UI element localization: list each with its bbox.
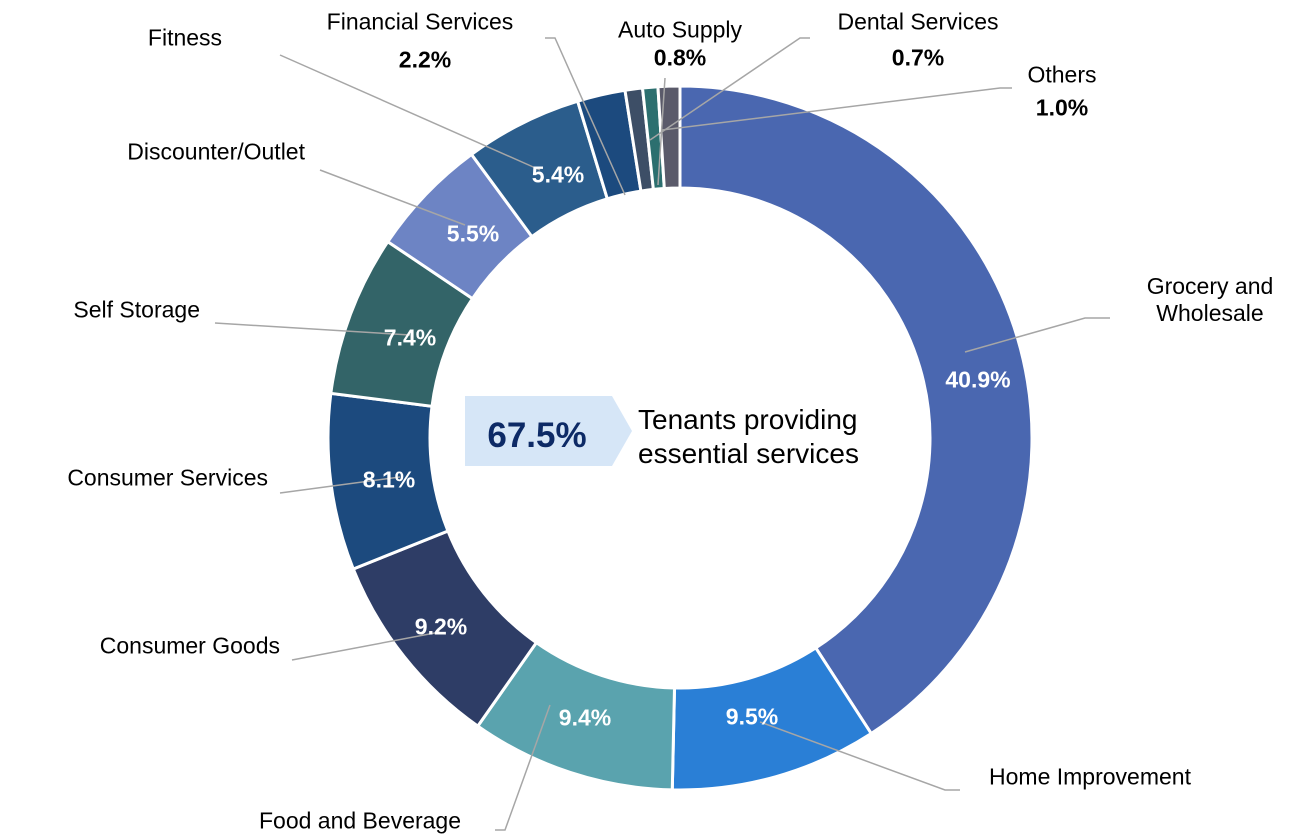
value-label: 40.9%	[945, 366, 1011, 393]
value-label: 1.0%	[1035, 94, 1089, 121]
category-label: Others	[1027, 61, 1097, 88]
category-label: Dental Services	[837, 8, 999, 35]
value-label: 0.7%	[891, 44, 945, 71]
leader-line	[291, 631, 441, 661]
leader-line	[661, 87, 1012, 131]
value-label: 7.4%	[383, 324, 437, 351]
value-label: 9.4%	[558, 704, 612, 731]
value-label: 8.1%	[362, 466, 416, 493]
leader-line	[279, 54, 541, 171]
category-label: Self Storage	[73, 296, 200, 323]
category-label: Fitness	[147, 24, 223, 51]
leader-line	[495, 704, 551, 831]
value-label: 9.5%	[725, 703, 779, 730]
donut-slice	[678, 84, 1034, 736]
center-callout-box	[465, 396, 632, 466]
leader-line	[214, 322, 411, 336]
leader-line	[759, 721, 960, 791]
leader-line	[964, 317, 1110, 353]
value-label: 9.2%	[414, 613, 468, 640]
category-label: Grocery and Wholesale	[1146, 273, 1274, 326]
leader-line	[279, 476, 401, 494]
category-label: Financial Services	[326, 8, 514, 35]
leader-line	[545, 37, 626, 196]
center-text: Tenants providing essential services	[638, 404, 859, 469]
value-label: 5.4%	[531, 161, 585, 188]
category-label: Consumer Goods	[99, 632, 280, 659]
value-label: 0.8%	[653, 44, 707, 71]
category-label: Discounter/Outlet	[127, 138, 305, 165]
leader-line	[649, 37, 810, 141]
value-label: 5.5%	[446, 220, 500, 247]
value-label: 2.2%	[398, 46, 452, 73]
leader-line	[319, 169, 466, 226]
category-label: Home Improvement	[989, 763, 1191, 790]
category-label: Auto Supply	[617, 16, 743, 43]
center-value: 67.5%	[487, 416, 587, 455]
category-label: Food and Beverage	[258, 807, 462, 834]
category-label: Consumer Services	[67, 464, 268, 491]
